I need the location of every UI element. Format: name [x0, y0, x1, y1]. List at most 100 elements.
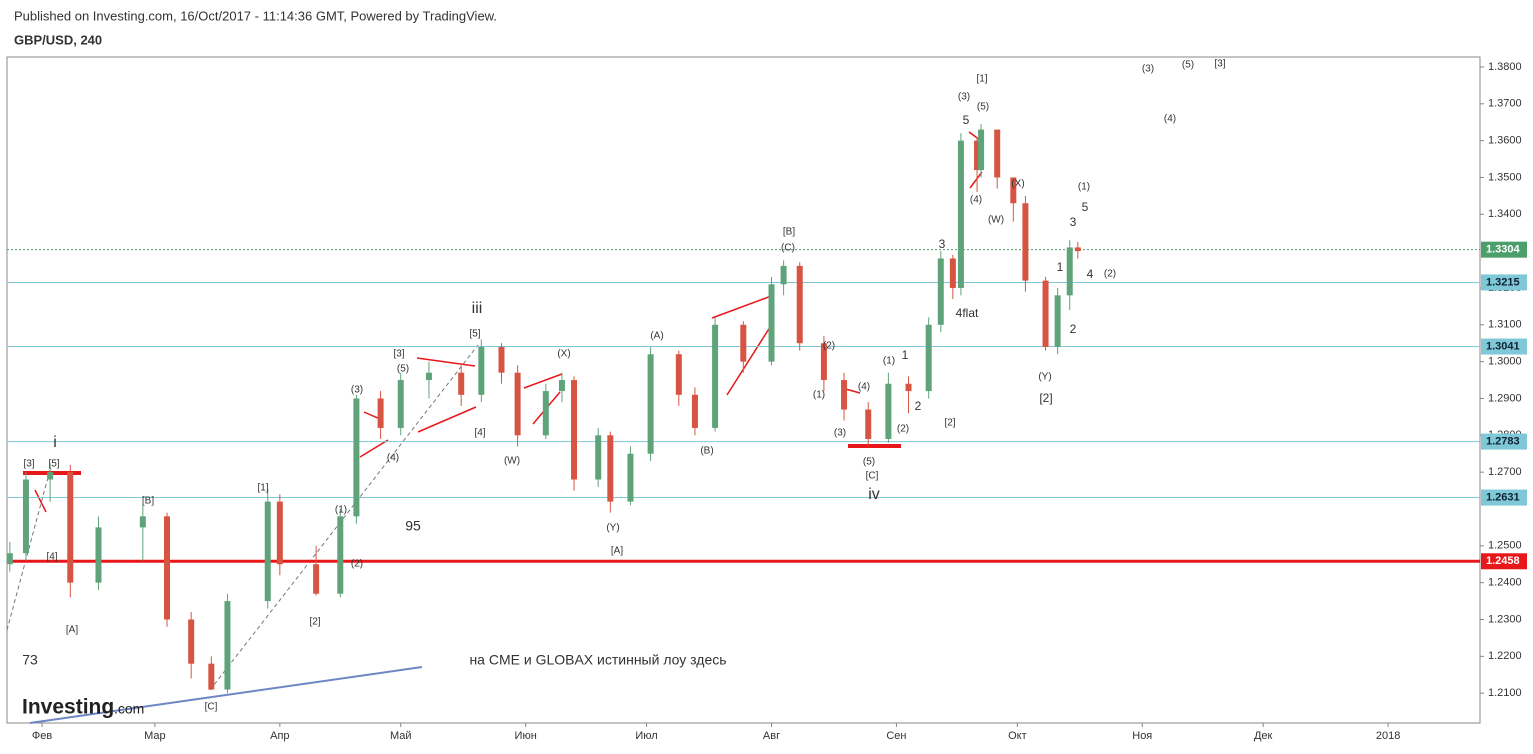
candle-body	[95, 527, 102, 583]
candle-body	[1074, 247, 1081, 252]
price-box	[1481, 489, 1527, 506]
wave-label: [5]	[48, 459, 59, 470]
wave-label: [5]	[469, 329, 480, 340]
candle-body	[397, 380, 404, 428]
x-tick-label: Окт	[1008, 730, 1027, 742]
candle-body	[865, 409, 872, 439]
y-tick-label: 1.2700	[1488, 466, 1522, 478]
wave-label: (4)	[387, 453, 399, 464]
candle-body	[377, 398, 384, 428]
wave-label: 4flat	[956, 306, 979, 320]
wave-label: iv	[868, 486, 880, 503]
wave-label: 5	[963, 113, 970, 127]
price-label: 1.2783	[1486, 435, 1520, 447]
wave-label: 95	[405, 518, 421, 534]
wave-label: (Y)	[1038, 372, 1051, 383]
candle-body	[542, 391, 549, 436]
candle-body	[22, 479, 29, 554]
x-tick-label: Фев	[32, 730, 52, 742]
candle-body	[1042, 280, 1049, 347]
candle-body	[647, 354, 654, 454]
y-tick-label: 1.3100	[1488, 319, 1522, 331]
wave-label: (Y)	[606, 523, 619, 534]
logo: Investing	[22, 696, 114, 719]
price-box	[1481, 553, 1527, 570]
y-tick-label: 1.2500	[1488, 540, 1522, 552]
candle-body	[841, 380, 848, 410]
candle-body	[1022, 203, 1029, 281]
wave-label: (X)	[557, 349, 570, 360]
price-box	[1481, 433, 1527, 450]
support-line	[29, 666, 423, 724]
wave-label: [3]	[1214, 59, 1225, 70]
candle-body	[740, 324, 747, 362]
wave-label: [2]	[309, 617, 320, 628]
wave-label: 5	[1082, 200, 1089, 214]
y-tick-label: 1.2900	[1488, 392, 1522, 404]
wave-label: (W)	[988, 215, 1004, 226]
candle-body	[675, 354, 682, 395]
wave-label: (4)	[970, 195, 982, 206]
y-tick-label: 1.2200	[1488, 650, 1522, 662]
candle-body	[607, 435, 614, 502]
candle-body	[978, 129, 985, 171]
wave-label: 1	[1057, 260, 1064, 274]
price-label: 1.3304	[1486, 244, 1521, 256]
wave-label: (1)	[883, 356, 895, 367]
wave-label: i	[53, 434, 57, 451]
candle-body	[514, 372, 521, 436]
wave-label: (1)	[813, 390, 825, 401]
candle-body	[1010, 177, 1017, 204]
candle-body	[353, 398, 360, 517]
x-tick-label: Мар	[144, 730, 166, 742]
x-tick-label: 2018	[1376, 730, 1400, 742]
wave-label: [4]	[474, 428, 485, 439]
wave-label: 2	[915, 399, 922, 413]
wave-label: [1]	[257, 483, 268, 494]
wave-label: 3	[1070, 215, 1077, 229]
candle-body	[925, 324, 932, 392]
candle-body	[558, 380, 565, 392]
wave-label: на CME и GLOBAX истинный лоу здесь	[469, 652, 726, 668]
wave-label: (B)	[700, 446, 713, 457]
wave-label: [3]	[393, 349, 404, 360]
y-tick-label: 1.3400	[1488, 208, 1522, 220]
wave-label: 2	[1070, 322, 1077, 336]
wave-label: [A]	[611, 546, 623, 557]
trend-lines	[34, 131, 983, 513]
candle-body	[276, 501, 283, 565]
candle-body	[780, 265, 787, 285]
wave-label: (3)	[958, 92, 970, 103]
price-label: 1.3041	[1486, 340, 1520, 352]
price-label: 1.3215	[1486, 276, 1520, 288]
candle-body	[313, 564, 320, 594]
plot: 1.21001.22001.23001.24001.25001.27001.28…	[6, 59, 1527, 742]
candle-body	[949, 258, 956, 288]
candle-body	[337, 516, 344, 594]
candle-body	[1066, 247, 1073, 296]
candle-body	[974, 140, 981, 171]
wave-label: iii	[472, 300, 483, 317]
wave-label: [B]	[783, 227, 795, 238]
wave-label: 1	[902, 348, 909, 362]
y-tick-label: 1.2300	[1488, 613, 1522, 625]
x-tick-label: Апр	[270, 730, 289, 742]
candle-body	[478, 346, 485, 395]
wave-label: [C]	[205, 702, 218, 713]
candle-body	[796, 265, 803, 344]
wave-label: (4)	[858, 382, 870, 393]
candle-body	[47, 472, 54, 480]
candle-body	[224, 601, 231, 690]
wave-label: (1)	[1078, 182, 1090, 193]
candle-body	[957, 140, 964, 288]
wave-label: (2)	[823, 341, 835, 352]
price-box	[1481, 338, 1527, 355]
candle-body	[163, 516, 170, 620]
candle-body	[208, 663, 215, 690]
price-label: 1.2631	[1486, 491, 1520, 503]
wave-label: 3	[939, 237, 946, 251]
y-tick-label: 1.3600	[1488, 135, 1522, 147]
wave-label: (5)	[863, 457, 875, 468]
x-tick-label: Авг	[763, 730, 780, 742]
